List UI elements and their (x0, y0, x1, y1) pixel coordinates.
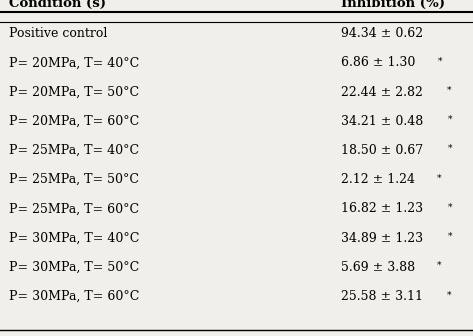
Text: 5.69 ± 3.88: 5.69 ± 3.88 (341, 261, 415, 274)
Text: *: * (437, 261, 442, 270)
Text: 6.86 ± 1.30: 6.86 ± 1.30 (341, 56, 415, 69)
Text: *: * (437, 173, 441, 182)
Text: 22.44 ± 2.82: 22.44 ± 2.82 (341, 86, 422, 98)
Text: P= 25MPa, T= 50°C: P= 25MPa, T= 50°C (9, 173, 140, 186)
Text: *: * (447, 144, 452, 153)
Text: *: * (447, 203, 452, 212)
Text: P= 30MPa, T= 40°C: P= 30MPa, T= 40°C (9, 232, 140, 245)
Text: Positive control: Positive control (9, 27, 108, 40)
Text: 34.21 ± 0.48: 34.21 ± 0.48 (341, 115, 423, 128)
Text: 16.82 ± 1.23: 16.82 ± 1.23 (341, 203, 423, 215)
Text: P= 20MPa, T= 40°C: P= 20MPa, T= 40°C (9, 56, 140, 69)
Text: Inhibition (%): Inhibition (%) (341, 0, 445, 10)
Text: 18.50 ± 0.67: 18.50 ± 0.67 (341, 144, 423, 157)
Text: 25.58 ± 3.11: 25.58 ± 3.11 (341, 290, 422, 303)
Text: P= 30MPa, T= 60°C: P= 30MPa, T= 60°C (9, 290, 140, 303)
Text: 94.34 ± 0.62: 94.34 ± 0.62 (341, 27, 423, 40)
Text: 34.89 ± 1.23: 34.89 ± 1.23 (341, 232, 423, 245)
Text: *: * (438, 56, 442, 66)
Text: *: * (447, 86, 452, 95)
Text: P= 30MPa, T= 50°C: P= 30MPa, T= 50°C (9, 261, 140, 274)
Text: *: * (447, 115, 452, 124)
Text: *: * (447, 290, 452, 299)
Text: 2.12 ± 1.24: 2.12 ± 1.24 (341, 173, 414, 186)
Text: P= 25MPa, T= 60°C: P= 25MPa, T= 60°C (9, 203, 140, 215)
Text: P= 20MPa, T= 50°C: P= 20MPa, T= 50°C (9, 86, 140, 98)
Text: *: * (447, 232, 452, 241)
Text: P= 25MPa, T= 40°C: P= 25MPa, T= 40°C (9, 144, 140, 157)
Text: P= 20MPa, T= 60°C: P= 20MPa, T= 60°C (9, 115, 140, 128)
Text: Condition (s): Condition (s) (9, 0, 106, 10)
